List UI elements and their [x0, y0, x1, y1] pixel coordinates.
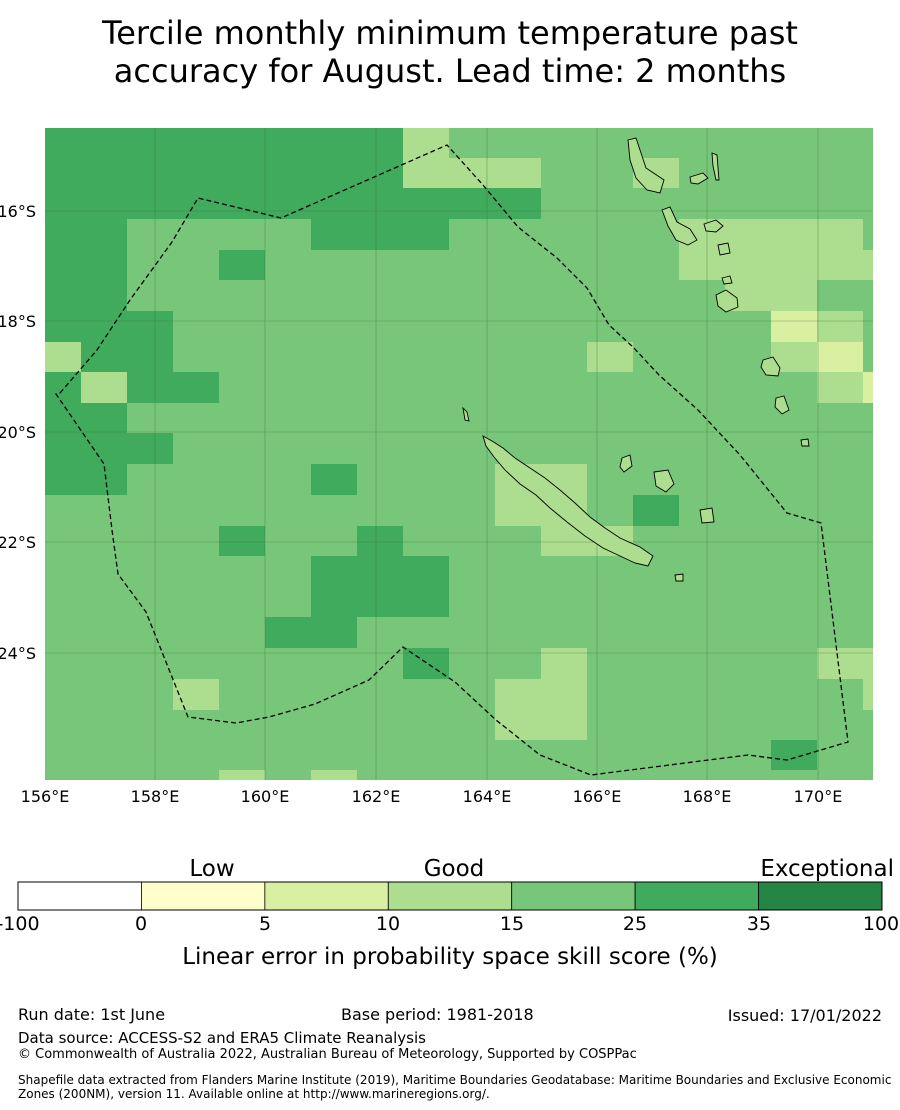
lat-label: 22°S — [0, 533, 36, 552]
chart-title: Tercile monthly minimum temperature past… — [0, 14, 900, 90]
skill-grid — [45, 128, 873, 780]
skill-map: 16°S 18°S 20°S 22°S 24°S 156°E 158°E 160… — [0, 128, 873, 806]
lon-label: 162°E — [352, 787, 401, 806]
new-caledonia — [482, 435, 654, 567]
vanuatu-espiritu-santo — [627, 137, 665, 194]
colorbar-bins — [17, 881, 883, 911]
lon-label: 166°E — [573, 787, 622, 806]
colorbar-tick: 25 — [622, 913, 648, 935]
landmasses — [462, 137, 810, 582]
lon-label: 164°E — [463, 787, 512, 806]
issued-date: Issued: 17/01/2022 — [727, 1006, 882, 1025]
lon-label: 156°E — [21, 787, 70, 806]
colorbar-tick: 5 — [258, 913, 272, 935]
colorbar-tick: 15 — [499, 913, 525, 935]
data-source: Data source: ACCESS-S2 and ERA5 Climate … — [18, 1029, 426, 1047]
lon-label: 170°E — [794, 787, 843, 806]
colorbar-tick: 0 — [134, 913, 148, 935]
lat-axis: 16°S 18°S 20°S 22°S 24°S — [0, 202, 36, 663]
colorbar-bin — [634, 881, 759, 911]
colorbar-tick: 100 — [862, 913, 900, 935]
colorbar-bin — [141, 881, 266, 911]
lon-label: 160°E — [241, 787, 290, 806]
category-exceptional: Exceptional — [760, 856, 894, 882]
base-period: Base period: 1981-2018 — [341, 1005, 534, 1024]
colorbar-bin — [758, 881, 883, 911]
lat-label: 24°S — [0, 644, 36, 663]
lon-label: 158°E — [131, 787, 180, 806]
shapefile-credit: Shapefile data extracted from Flanders M… — [18, 1073, 892, 1101]
colorbar-label: Linear error in probability space skill … — [182, 944, 718, 970]
colorbar — [17, 881, 883, 911]
title-line-2: accuracy for August. Lead time: 2 months — [113, 52, 787, 90]
lon-axis: 156°E 158°E 160°E 162°E 164°E 166°E 168°… — [21, 787, 843, 806]
colorbar-tick: 10 — [375, 913, 401, 935]
lat-label: 16°S — [0, 202, 36, 221]
eez-boundary — [54, 144, 849, 776]
colorbar-tick: 35 — [746, 913, 772, 935]
graticule — [45, 128, 873, 780]
copyright: © Commonwealth of Australia 2022, Austra… — [18, 1047, 637, 1062]
colorbar-bin — [387, 881, 513, 911]
colorbar-bin — [511, 881, 636, 911]
title-line-1: Tercile monthly minimum temperature past — [102, 14, 798, 52]
run-date: Run date: 1st June — [18, 1005, 166, 1024]
lat-label: 18°S — [0, 312, 36, 331]
colorbar-bin — [264, 881, 389, 911]
lon-label: 168°E — [683, 787, 732, 806]
low-skill-cells — [771, 311, 873, 403]
high-skill-cells — [45, 128, 817, 770]
vanuatu-malakula — [661, 206, 698, 246]
category-good: Good — [423, 856, 485, 882]
colorbar-tick: -100 — [0, 913, 40, 935]
colorbar-bin — [17, 881, 142, 911]
category-low: Low — [189, 856, 235, 882]
lat-label: 20°S — [0, 423, 36, 442]
